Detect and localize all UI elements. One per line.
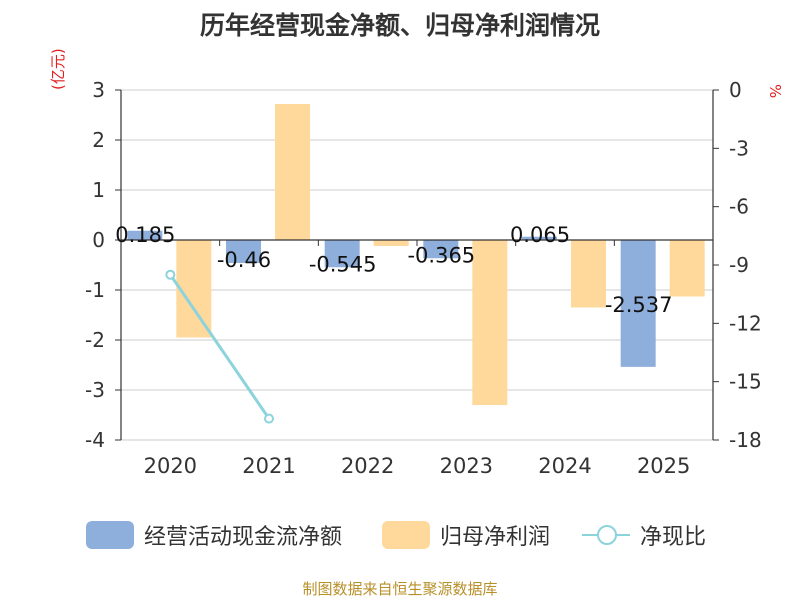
bar-net-profit-2022 — [373, 240, 409, 246]
x-tick-label-2023: 2023 — [440, 454, 493, 478]
y-left-tick-label: 2 — [92, 128, 105, 152]
x-tick-label-2022: 2022 — [341, 454, 394, 478]
y-left-tick-label: 1 — [92, 178, 105, 202]
point-ratio-2020 — [165, 269, 176, 280]
bar-net-profit-2020 — [176, 240, 212, 338]
data-label-cash-flow-2025: -2.537 — [605, 293, 673, 317]
bar-net-profit-2024 — [571, 240, 606, 308]
y-right-tick-label: -12 — [729, 311, 762, 335]
x-tick-label-2025: 2025 — [637, 454, 690, 478]
legend-swatch-cash-flow — [86, 521, 134, 549]
bar-net-profit-2023 — [472, 240, 508, 405]
chart-title: 历年经营现金净额、归母净利润情况 — [199, 11, 600, 40]
x-tick-label-2021: 2021 — [242, 454, 295, 478]
bar-cash-flow-2023 — [423, 240, 459, 259]
bar-cash-flow-2021 — [226, 240, 261, 263]
y-right-tick-label: 0 — [729, 78, 742, 102]
label-layer: 0.185 -0.46 -0.545 -0.365 0.065 -2.537 — [115, 223, 672, 317]
x-tick-label-2020: 2020 — [144, 454, 197, 478]
data-label-cash-flow-2024: 0.065 — [510, 223, 570, 247]
bar-net-profit-2021 — [275, 104, 310, 240]
data-label-cash-flow-2022: -0.545 — [309, 252, 377, 276]
axis-layer: 3 2 1 0 -1 -2 -3 -4 0 -3 -6 -9 -12 -15 -18 2020 2021 2022… — [85, 78, 762, 478]
data-source-note: 制图数据来自恒生聚源数据库 — [302, 580, 498, 598]
bar-cash-flow-2024 — [522, 236, 557, 240]
legend-item-ratio[interactable]: 净现比 — [582, 519, 706, 551]
legend-marker-ratio — [582, 521, 630, 549]
point-ratio-2021 — [264, 413, 274, 424]
y-right-tick-label: -6 — [729, 195, 749, 219]
y-left-tick-label: 0 — [92, 228, 105, 252]
x-tick-label-2024: 2024 — [538, 454, 591, 478]
y-left-tick-label: -4 — [85, 428, 105, 452]
bar-cash-flow-2025 — [620, 240, 656, 367]
bar-layer — [127, 104, 705, 405]
line-layer — [165, 269, 274, 424]
y-right-tick-label: -15 — [729, 370, 762, 394]
legend-label-cash-flow: 经营活动现金流净额 — [144, 525, 343, 550]
data-label-cash-flow-2021: -0.46 — [217, 248, 271, 272]
legend-item-net-profit[interactable]: 归母净利润 — [382, 519, 550, 551]
legend: 经营活动现金流净额 归母净利润 净现比 — [0, 519, 800, 551]
bar-net-profit-2025 — [669, 240, 705, 297]
data-label-cash-flow-2020: 0.185 — [115, 223, 175, 247]
data-label-cash-flow-2023: -0.365 — [407, 243, 475, 267]
bar-cash-flow-2020 — [127, 230, 163, 240]
legend-label-net-profit: 归母净利润 — [440, 525, 551, 550]
legend-label-ratio: 净现比 — [640, 525, 707, 550]
y-right-tick-label: -18 — [729, 428, 762, 452]
y-right-tick-label: -3 — [729, 136, 749, 160]
y-left-tick-label: -1 — [85, 278, 105, 302]
y-right-tick-label: -9 — [729, 253, 749, 277]
bar-cash-flow-2022 — [324, 240, 360, 268]
y-left-tick-label: 3 — [92, 78, 105, 102]
y-left-tick-label: -2 — [85, 328, 105, 352]
legend-swatch-net-profit — [382, 521, 430, 549]
line-ratio — [169, 273, 271, 420]
y-left-tick-label: -3 — [85, 378, 105, 402]
legend-item-cash-flow[interactable]: 经营活动现金流净额 — [86, 519, 342, 551]
